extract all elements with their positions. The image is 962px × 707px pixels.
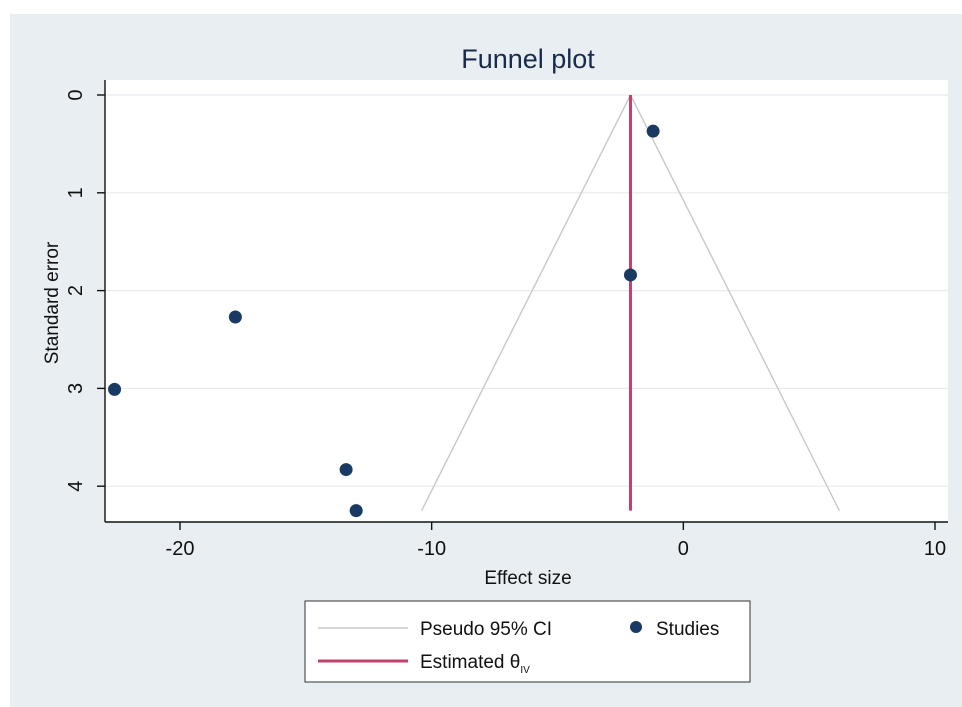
y-tick-label: 0 (65, 89, 87, 100)
y-axis-ticks: 0 1 2 3 4 (65, 89, 105, 492)
study-point (349, 504, 363, 518)
x-axis-ticks: -20 -10 0 10 (166, 522, 946, 560)
study-point (646, 124, 660, 138)
legend-studies-label: Studies (656, 619, 719, 640)
x-tick-label: 0 (678, 538, 689, 560)
legend-estimate-label: Estimated θIV (420, 652, 530, 676)
legend-estimate-subscript: IV (520, 665, 530, 676)
x-axis-label: Effect size (484, 568, 571, 589)
chart-title: Funnel plot (461, 44, 595, 74)
x-tick-label: -20 (166, 538, 195, 560)
study-point (339, 463, 353, 477)
study-points (108, 124, 660, 518)
y-tick-label: 3 (65, 383, 87, 394)
gridlines (105, 94, 948, 487)
ci-line-left (420, 94, 632, 511)
y-tick-label: 2 (65, 285, 87, 296)
legend: Pseudo 95% CI Studies Estimated θIV (304, 600, 751, 683)
y-tick-label: 1 (65, 187, 87, 198)
y-axis-label: Standard error (42, 241, 63, 364)
legend-studies-swatch (630, 621, 642, 633)
pseudo-ci-funnel (420, 94, 840, 511)
legend-box (304, 600, 751, 683)
legend-ci-label: Pseudo 95% CI (420, 619, 552, 640)
axes (104, 80, 948, 523)
study-point (228, 310, 242, 324)
study-point (108, 382, 122, 396)
x-tick-label: 10 (924, 538, 946, 560)
y-tick-label: 4 (65, 481, 87, 492)
study-point (623, 268, 637, 282)
x-tick-label: -10 (417, 538, 446, 560)
ci-line-right (629, 94, 840, 511)
